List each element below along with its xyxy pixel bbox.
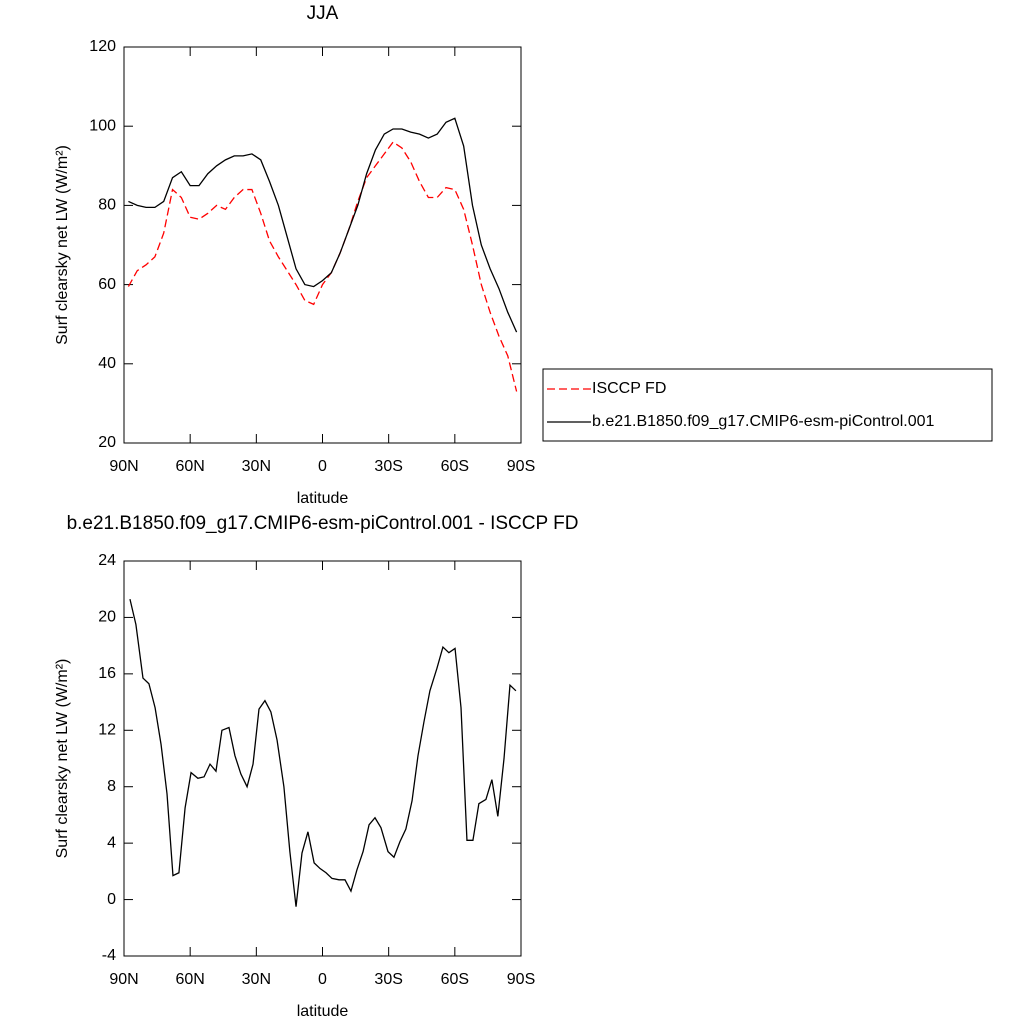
y-tick-label: 4 bbox=[107, 834, 116, 851]
plot-frame bbox=[123, 46, 522, 444]
x-tick-label: 0 bbox=[318, 458, 327, 475]
x-tick-label: 90N bbox=[109, 971, 138, 988]
y-tick-label: 100 bbox=[89, 117, 116, 134]
legend-box bbox=[542, 368, 993, 442]
y-tick-label: 20 bbox=[98, 434, 116, 451]
x-tick-label: 60N bbox=[175, 458, 204, 475]
legend: ISCCP FD b.e21.B1850.f09_g17.CMIP6-esm-pi… bbox=[542, 368, 993, 442]
x-tick-label: 60S bbox=[441, 971, 469, 988]
data-line bbox=[127, 141, 518, 392]
chart-title: JJA bbox=[307, 3, 339, 24]
chart-title: b.e21.B1850.f09_g17.CMIP6-esm-piControl.… bbox=[67, 513, 579, 534]
x-tick-label: 0 bbox=[318, 971, 327, 988]
x-tick-label: 90N bbox=[109, 458, 138, 475]
plot-frame bbox=[123, 560, 522, 957]
x-tick-label: 30N bbox=[242, 971, 271, 988]
y-tick-label: 16 bbox=[98, 665, 116, 682]
x-tick-label: 30N bbox=[242, 458, 271, 475]
x-tick-label: 90S bbox=[507, 971, 535, 988]
y-tick-label: 40 bbox=[98, 355, 116, 372]
x-axis-label: latitude bbox=[297, 490, 349, 507]
y-tick-label: 60 bbox=[98, 276, 116, 293]
x-tick-label: 90S bbox=[507, 458, 535, 475]
x-tick-label: 60N bbox=[175, 971, 204, 988]
legend-label: ISCCP FD bbox=[592, 380, 666, 397]
y-tick-label: 24 bbox=[98, 552, 116, 569]
legend-label: b.e21.B1850.f09_g17.CMIP6-esm-piControl.… bbox=[592, 413, 935, 430]
x-tick-label: 30S bbox=[374, 971, 402, 988]
y-tick-label: 120 bbox=[89, 38, 116, 55]
y-tick-label: 12 bbox=[98, 722, 116, 739]
x-tick-label: 30S bbox=[374, 458, 402, 475]
data-line bbox=[129, 598, 517, 907]
y-tick-label: 80 bbox=[98, 197, 116, 214]
y-axis-label: Surf clearsky net LW (W/m²) bbox=[54, 659, 71, 859]
x-tick-label: 60S bbox=[441, 458, 469, 475]
y-tick-label: 0 bbox=[107, 891, 116, 908]
x-axis-label: latitude bbox=[297, 1003, 349, 1020]
y-tick-label: 20 bbox=[98, 609, 116, 626]
y-tick-label: 8 bbox=[107, 778, 116, 795]
data-line bbox=[128, 117, 518, 333]
y-tick-label: -4 bbox=[102, 947, 116, 964]
y-axis-label: Surf clearsky net LW (W/m²) bbox=[54, 145, 71, 345]
